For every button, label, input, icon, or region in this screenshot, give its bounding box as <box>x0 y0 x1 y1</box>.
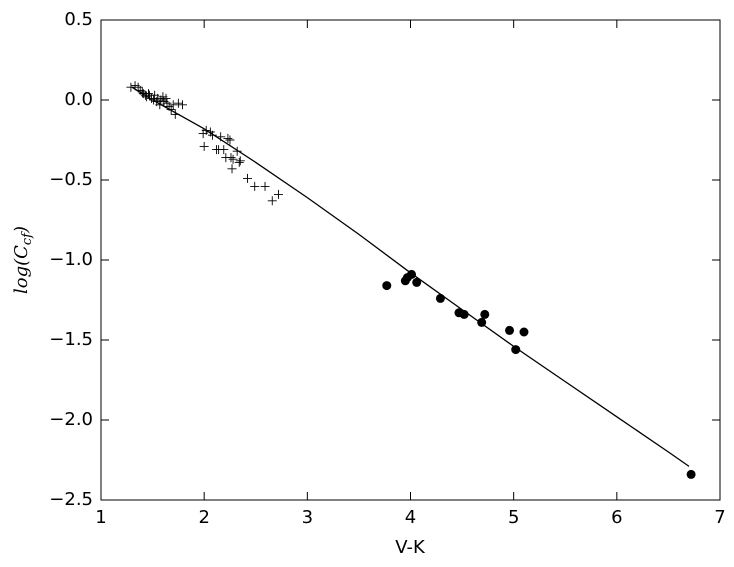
point <box>235 156 245 166</box>
point <box>273 189 283 199</box>
x-tick-label: 7 <box>714 507 725 528</box>
point <box>267 196 277 206</box>
x-tick-label: 2 <box>198 507 209 528</box>
point <box>232 146 242 156</box>
point <box>382 281 392 291</box>
y-tick-label: 0.5 <box>64 9 93 30</box>
point <box>234 157 244 167</box>
point <box>519 327 529 337</box>
point <box>226 153 236 163</box>
point <box>178 100 188 110</box>
point <box>228 154 238 164</box>
point <box>250 181 260 191</box>
point <box>505 325 515 335</box>
y-tick-label: −2.5 <box>49 489 93 510</box>
point <box>477 317 487 327</box>
point <box>219 145 229 155</box>
point <box>216 132 226 142</box>
x-tick-label: 6 <box>611 507 622 528</box>
point <box>686 469 696 479</box>
point <box>223 133 233 143</box>
y-tick-label: −1.5 <box>49 329 93 350</box>
point <box>225 135 235 145</box>
point <box>201 125 211 135</box>
point <box>511 345 521 355</box>
point <box>435 293 445 303</box>
point <box>260 181 270 191</box>
x-tick-label: 4 <box>405 507 416 528</box>
point <box>166 105 176 115</box>
point <box>207 130 217 140</box>
y-tick-label: −1.0 <box>49 249 93 270</box>
point <box>173 98 183 108</box>
y-label-close: ) <box>11 226 32 234</box>
point <box>407 269 417 279</box>
point <box>168 100 178 110</box>
x-tick-label: 5 <box>508 507 519 528</box>
point <box>412 277 422 287</box>
x-tick-label: 3 <box>302 507 313 528</box>
y-tick-label: 0.0 <box>64 89 93 110</box>
point <box>242 173 252 183</box>
point <box>459 309 469 319</box>
point <box>480 309 490 319</box>
y-tick-label: −0.5 <box>49 169 93 190</box>
y-label-main: log(C <box>11 245 32 294</box>
y-label-sub: cf <box>20 231 35 245</box>
y-tick-label: −2.0 <box>49 409 93 430</box>
point <box>143 89 153 99</box>
x-tick-label: 1 <box>95 507 106 528</box>
point <box>199 141 209 151</box>
point <box>170 109 180 119</box>
point <box>161 93 171 103</box>
y-axis-label: log(Ccf) <box>11 226 35 294</box>
plot-frame <box>100 19 721 501</box>
x-axis-label: V-K <box>395 537 426 558</box>
point <box>227 164 237 174</box>
